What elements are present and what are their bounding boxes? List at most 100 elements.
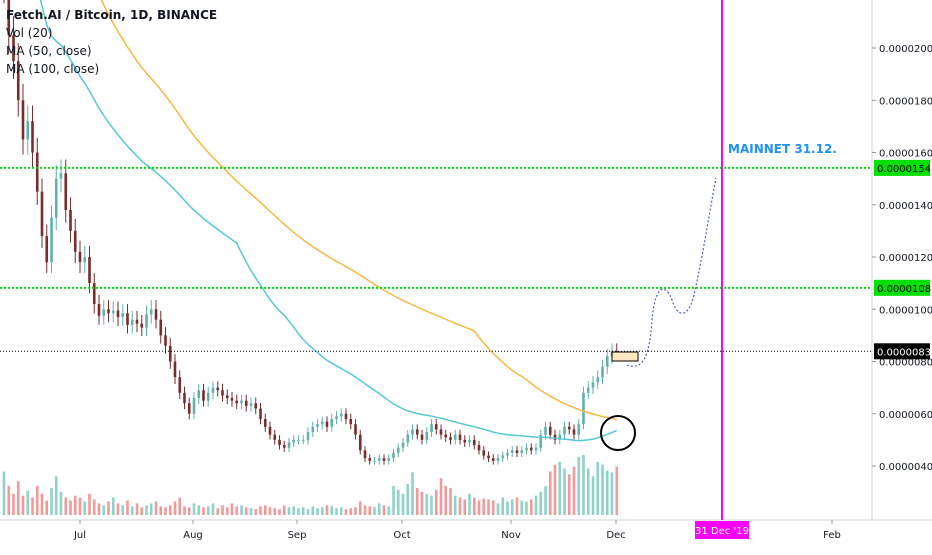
legend-indicator-ma100: MA (100, close)	[6, 62, 100, 76]
price-level-tag-label: 0.00000839	[877, 347, 932, 358]
candle-body	[453, 434, 457, 440]
volume-bar	[468, 493, 471, 515]
legend-indicator-vol: Vol (20)	[6, 26, 53, 40]
volume-bar	[306, 509, 310, 515]
candle-body	[377, 458, 381, 461]
volume-bar	[64, 497, 68, 515]
volume-bar	[420, 491, 424, 515]
price-axis-panel	[872, 0, 932, 550]
candle-body	[26, 121, 30, 140]
volume-bar	[149, 503, 153, 515]
x-tick-label: Nov	[501, 530, 521, 541]
candle-body	[439, 429, 443, 435]
volume-bar	[501, 497, 505, 515]
volume-bar	[16, 481, 20, 515]
volume-bar	[301, 507, 305, 515]
volume-bar	[344, 509, 348, 515]
candle-body	[406, 434, 410, 443]
volume-bar	[225, 507, 229, 515]
candle-body	[392, 452, 395, 459]
candle-body	[339, 413, 343, 417]
candle-body	[572, 429, 576, 435]
volume-bar	[178, 497, 182, 515]
candle-body	[206, 392, 210, 401]
candle-body	[396, 447, 400, 453]
candle-body	[73, 230, 77, 252]
candle-body	[529, 447, 533, 451]
volume-bar	[363, 505, 367, 515]
candle-body	[244, 400, 248, 406]
volume-bar	[88, 493, 91, 515]
candle-body	[164, 335, 167, 346]
volume-bar	[463, 499, 467, 515]
volume-bar	[596, 461, 600, 515]
volume-bar	[415, 487, 419, 515]
volume-bar	[282, 505, 286, 515]
candle-body	[130, 319, 134, 325]
volume-bar	[354, 507, 357, 515]
price-level-tag-label: 0.00001082	[877, 284, 932, 295]
volume-bar	[339, 507, 343, 515]
candle-body	[197, 390, 201, 399]
volume-bar	[78, 497, 82, 515]
volume-bar	[439, 478, 443, 515]
y-tick-label: 0.00002000	[879, 44, 932, 55]
price-level-tag	[874, 279, 930, 296]
candle-body	[586, 387, 590, 393]
candle-body	[596, 377, 600, 383]
volume-bar	[73, 495, 77, 515]
candle-body	[249, 403, 253, 406]
volume-bar	[216, 508, 220, 515]
volume-bar	[558, 461, 562, 515]
volume-bar	[135, 503, 139, 515]
candle-body	[368, 458, 372, 461]
candle-body	[107, 309, 110, 314]
x-tick-label: Jul	[73, 530, 86, 541]
volume-bar	[235, 506, 239, 515]
volume-bar	[325, 505, 329, 515]
volume-bar	[2, 471, 6, 515]
candle-body	[387, 458, 391, 461]
volume-bar	[59, 491, 63, 515]
candle-body	[563, 426, 566, 435]
candle-body	[491, 458, 495, 461]
candle-body	[45, 236, 49, 263]
volume-bar	[35, 485, 39, 515]
projection-path	[626, 177, 717, 367]
candle-body	[344, 413, 348, 419]
volume-bar	[140, 507, 144, 515]
volume-bar	[387, 506, 391, 515]
volume-bar	[582, 455, 585, 515]
candle-body	[354, 424, 357, 435]
candle-body	[268, 426, 272, 435]
volume-bar	[335, 508, 338, 515]
candle-body	[363, 450, 367, 459]
candle-body	[64, 173, 68, 210]
candle-body	[411, 429, 414, 435]
candle-body	[149, 309, 153, 315]
volume-bar	[586, 468, 590, 515]
candle-body	[477, 445, 481, 451]
volume-bar	[221, 505, 224, 515]
candle-body	[434, 424, 438, 430]
x-tick-label: Dec	[606, 530, 625, 541]
candle-body	[577, 424, 581, 435]
candle-body	[230, 398, 234, 401]
x-tick-label: Sep	[288, 530, 307, 541]
volume-bar	[368, 506, 372, 515]
x-tick-label: Oct	[393, 530, 410, 541]
candle-body	[287, 442, 291, 448]
candle-body	[482, 450, 486, 456]
volume-bar	[116, 503, 120, 515]
volume-bar	[164, 507, 167, 515]
volume-bar	[491, 500, 495, 515]
volume-bar	[553, 464, 557, 515]
legend-indicator-ma50: MA (50, close)	[6, 44, 92, 58]
candle-body	[330, 418, 334, 427]
volume-bar	[411, 472, 414, 515]
candle-body	[320, 421, 324, 425]
